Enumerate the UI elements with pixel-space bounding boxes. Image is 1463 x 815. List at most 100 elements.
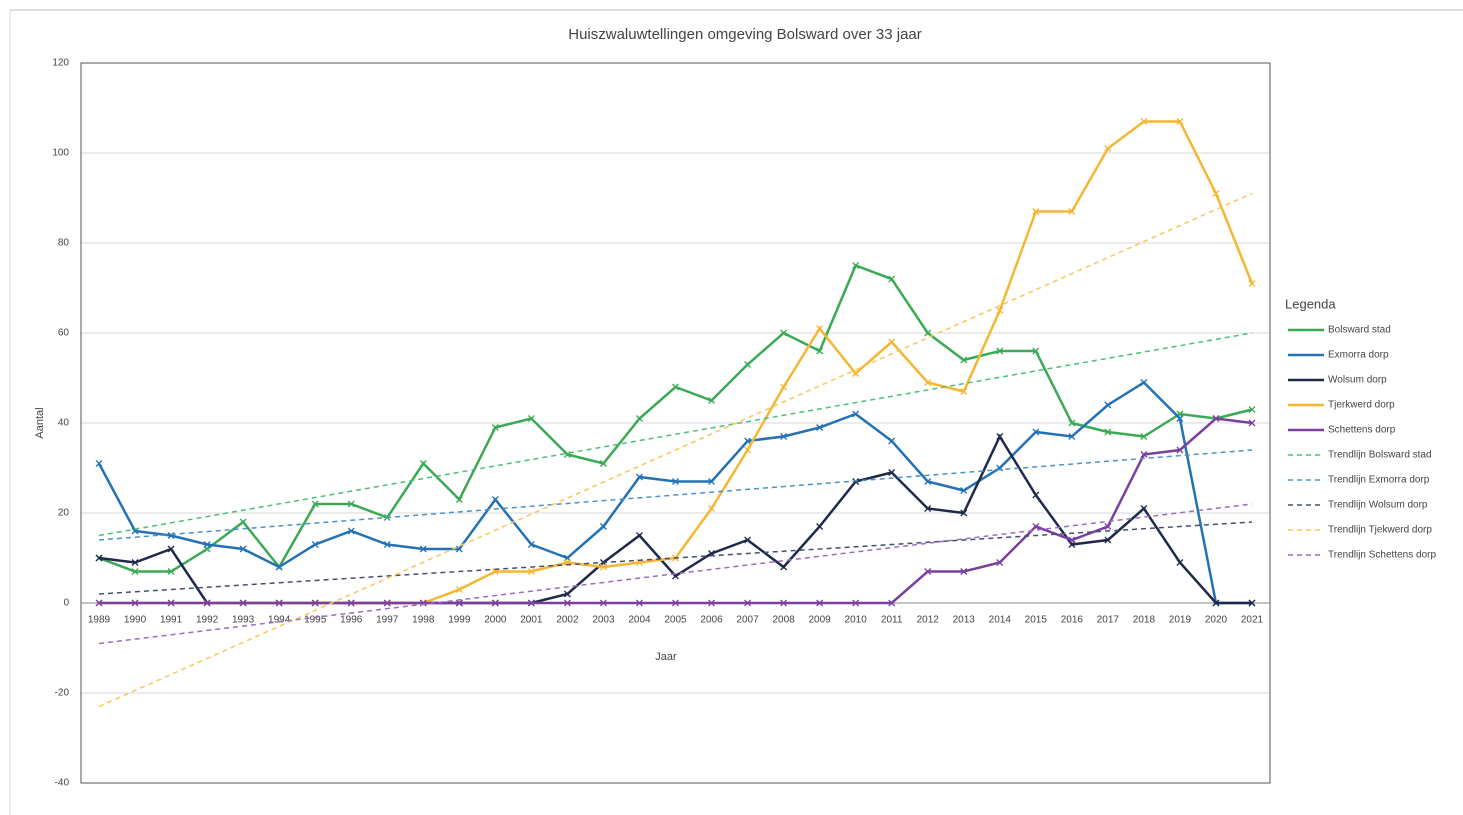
marker [203,599,211,607]
marker [599,599,607,607]
x-tick-label: 2000 [484,615,507,626]
marker [924,568,932,575]
marker [1248,406,1256,413]
y-tick-label: 40 [58,418,70,429]
marker [888,275,896,283]
marker [1248,599,1256,607]
marker [1068,536,1076,544]
marker [996,347,1004,355]
marker [852,262,860,269]
marker [347,599,355,607]
marker [816,347,824,355]
marker [1176,446,1184,454]
marker [347,500,355,508]
marker [1068,419,1076,427]
marker [239,518,247,526]
marker [599,563,607,571]
marker [527,415,535,422]
x-tick-label: 2002 [556,615,579,626]
x-tick-label: 2017 [1097,615,1120,626]
marker [852,599,860,607]
marker [455,545,463,553]
marker [1032,428,1040,436]
marker [1176,118,1184,125]
x-tick-label: 1999 [448,615,471,626]
marker [1176,415,1184,422]
marker [1104,401,1112,409]
x-tick-label: 1993 [232,615,255,626]
marker [744,361,752,368]
marker [708,478,715,485]
y-tick-label: 100 [52,148,69,159]
marker [1212,415,1220,422]
series-line [98,433,1252,605]
marker [1104,523,1112,530]
marker [527,568,535,575]
marker [1104,145,1112,152]
marker [347,527,355,535]
trendline [98,192,1253,708]
marker [95,554,103,562]
marker [275,563,283,571]
marker [167,599,175,607]
marker [996,559,1004,566]
marker [455,599,463,607]
x-tick-label: 1997 [376,615,399,626]
marker [924,505,932,512]
y-tick-label: -40 [55,778,70,789]
marker [95,599,103,607]
legend-label: Trendlijn Exmorra dorp [1328,475,1430,486]
marker [1032,491,1040,499]
marker [888,469,896,476]
marker [419,545,427,553]
marker [1212,190,1220,197]
x-tick-label: 2005 [664,615,687,626]
marker [636,415,643,422]
marker [1212,599,1220,607]
marker [1104,428,1112,436]
x-tick-label: 2018 [1133,615,1156,626]
legend-title: Legenda [1285,296,1336,311]
marker [1176,559,1184,566]
marker [708,599,715,607]
marker [960,568,968,575]
marker [888,599,896,607]
marker [852,410,860,418]
trendline [98,521,1253,595]
marker [708,505,715,512]
marker [131,559,139,566]
x-tick-label: 2006 [700,615,723,626]
x-tick-label: 1989 [88,615,111,626]
marker [780,599,788,607]
x-tick-label: 2007 [736,615,759,626]
marker [419,460,427,467]
y-tick-label: 0 [63,598,69,609]
legend-label: Tjerkwerd dorp [1328,400,1395,411]
marker [672,478,679,485]
marker [708,397,715,404]
marker [167,545,175,553]
x-tick-label: 1991 [160,615,183,626]
x-tick-label: 2004 [628,615,651,626]
chart-title: Huiszwaluwtellingen omgeving Bolsward ov… [568,26,922,43]
trendline [98,332,1253,537]
plot-border [80,62,1271,784]
marker [275,599,283,607]
x-tick-label: 2021 [1241,615,1264,626]
x-tick-label: 1992 [196,615,219,626]
marker [636,599,643,607]
marker [924,379,932,386]
x-tick-label: 2008 [772,615,795,626]
y-axis-title: Aantal [34,407,46,438]
marker [95,460,103,467]
x-tick-label: 2020 [1205,615,1228,626]
marker [924,478,932,485]
marker [996,433,1004,440]
marker [311,541,319,548]
x-tick-label: 2012 [917,615,940,626]
x-tick-label: 2009 [808,615,831,626]
marker [1068,208,1076,215]
x-axis-title: Jaar [655,651,677,663]
legend-label: Trendlijn Tjekwerd dorp [1328,525,1432,536]
